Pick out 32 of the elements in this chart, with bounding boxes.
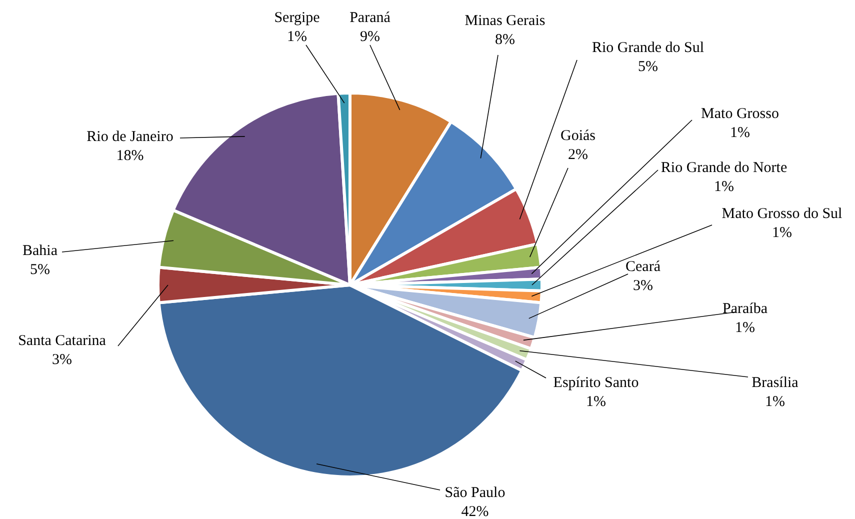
slice-label: Sergipe: [274, 10, 320, 26]
slice-label: Espírito Santo: [553, 375, 639, 391]
slice-label: São Paulo: [444, 485, 506, 501]
data-label: 1%: [772, 225, 792, 241]
slice-label: Minas Gerais: [464, 13, 546, 29]
slice-label: Paraíba: [722, 301, 768, 317]
data-label: 42%: [461, 504, 489, 519]
slice-label: Brasília: [752, 375, 799, 391]
data-label: 5%: [638, 59, 658, 75]
data-label: 1%: [730, 125, 750, 141]
data-label: 18%: [116, 148, 144, 164]
data-label: 3%: [52, 352, 72, 368]
data-label: 2%: [568, 147, 588, 163]
data-label: 1%: [765, 394, 785, 410]
data-label: 1%: [714, 179, 734, 195]
slice-label: Santa Catarina: [18, 333, 106, 349]
slice-label: Paraná: [350, 10, 391, 26]
slice-label: Bahia: [22, 243, 58, 259]
data-label: 1%: [287, 29, 307, 45]
slice-label: Goiás: [560, 128, 596, 144]
data-label: 1%: [735, 320, 755, 336]
data-label: 8%: [495, 32, 515, 48]
slice-label: Rio Grande do Sul: [592, 40, 704, 56]
slice-label: Ceará: [626, 259, 661, 275]
data-label: 5%: [30, 262, 50, 278]
slice-label: Rio Grande do Norte: [660, 160, 788, 176]
data-label: 9%: [360, 29, 380, 45]
slice-label: Rio de Janeiro: [86, 129, 174, 145]
slice-label: Mato Grosso do Sul: [722, 206, 842, 222]
data-label: 1%: [586, 394, 606, 410]
slice-label: Mato Grosso: [701, 106, 779, 122]
data-label: 3%: [633, 278, 653, 294]
